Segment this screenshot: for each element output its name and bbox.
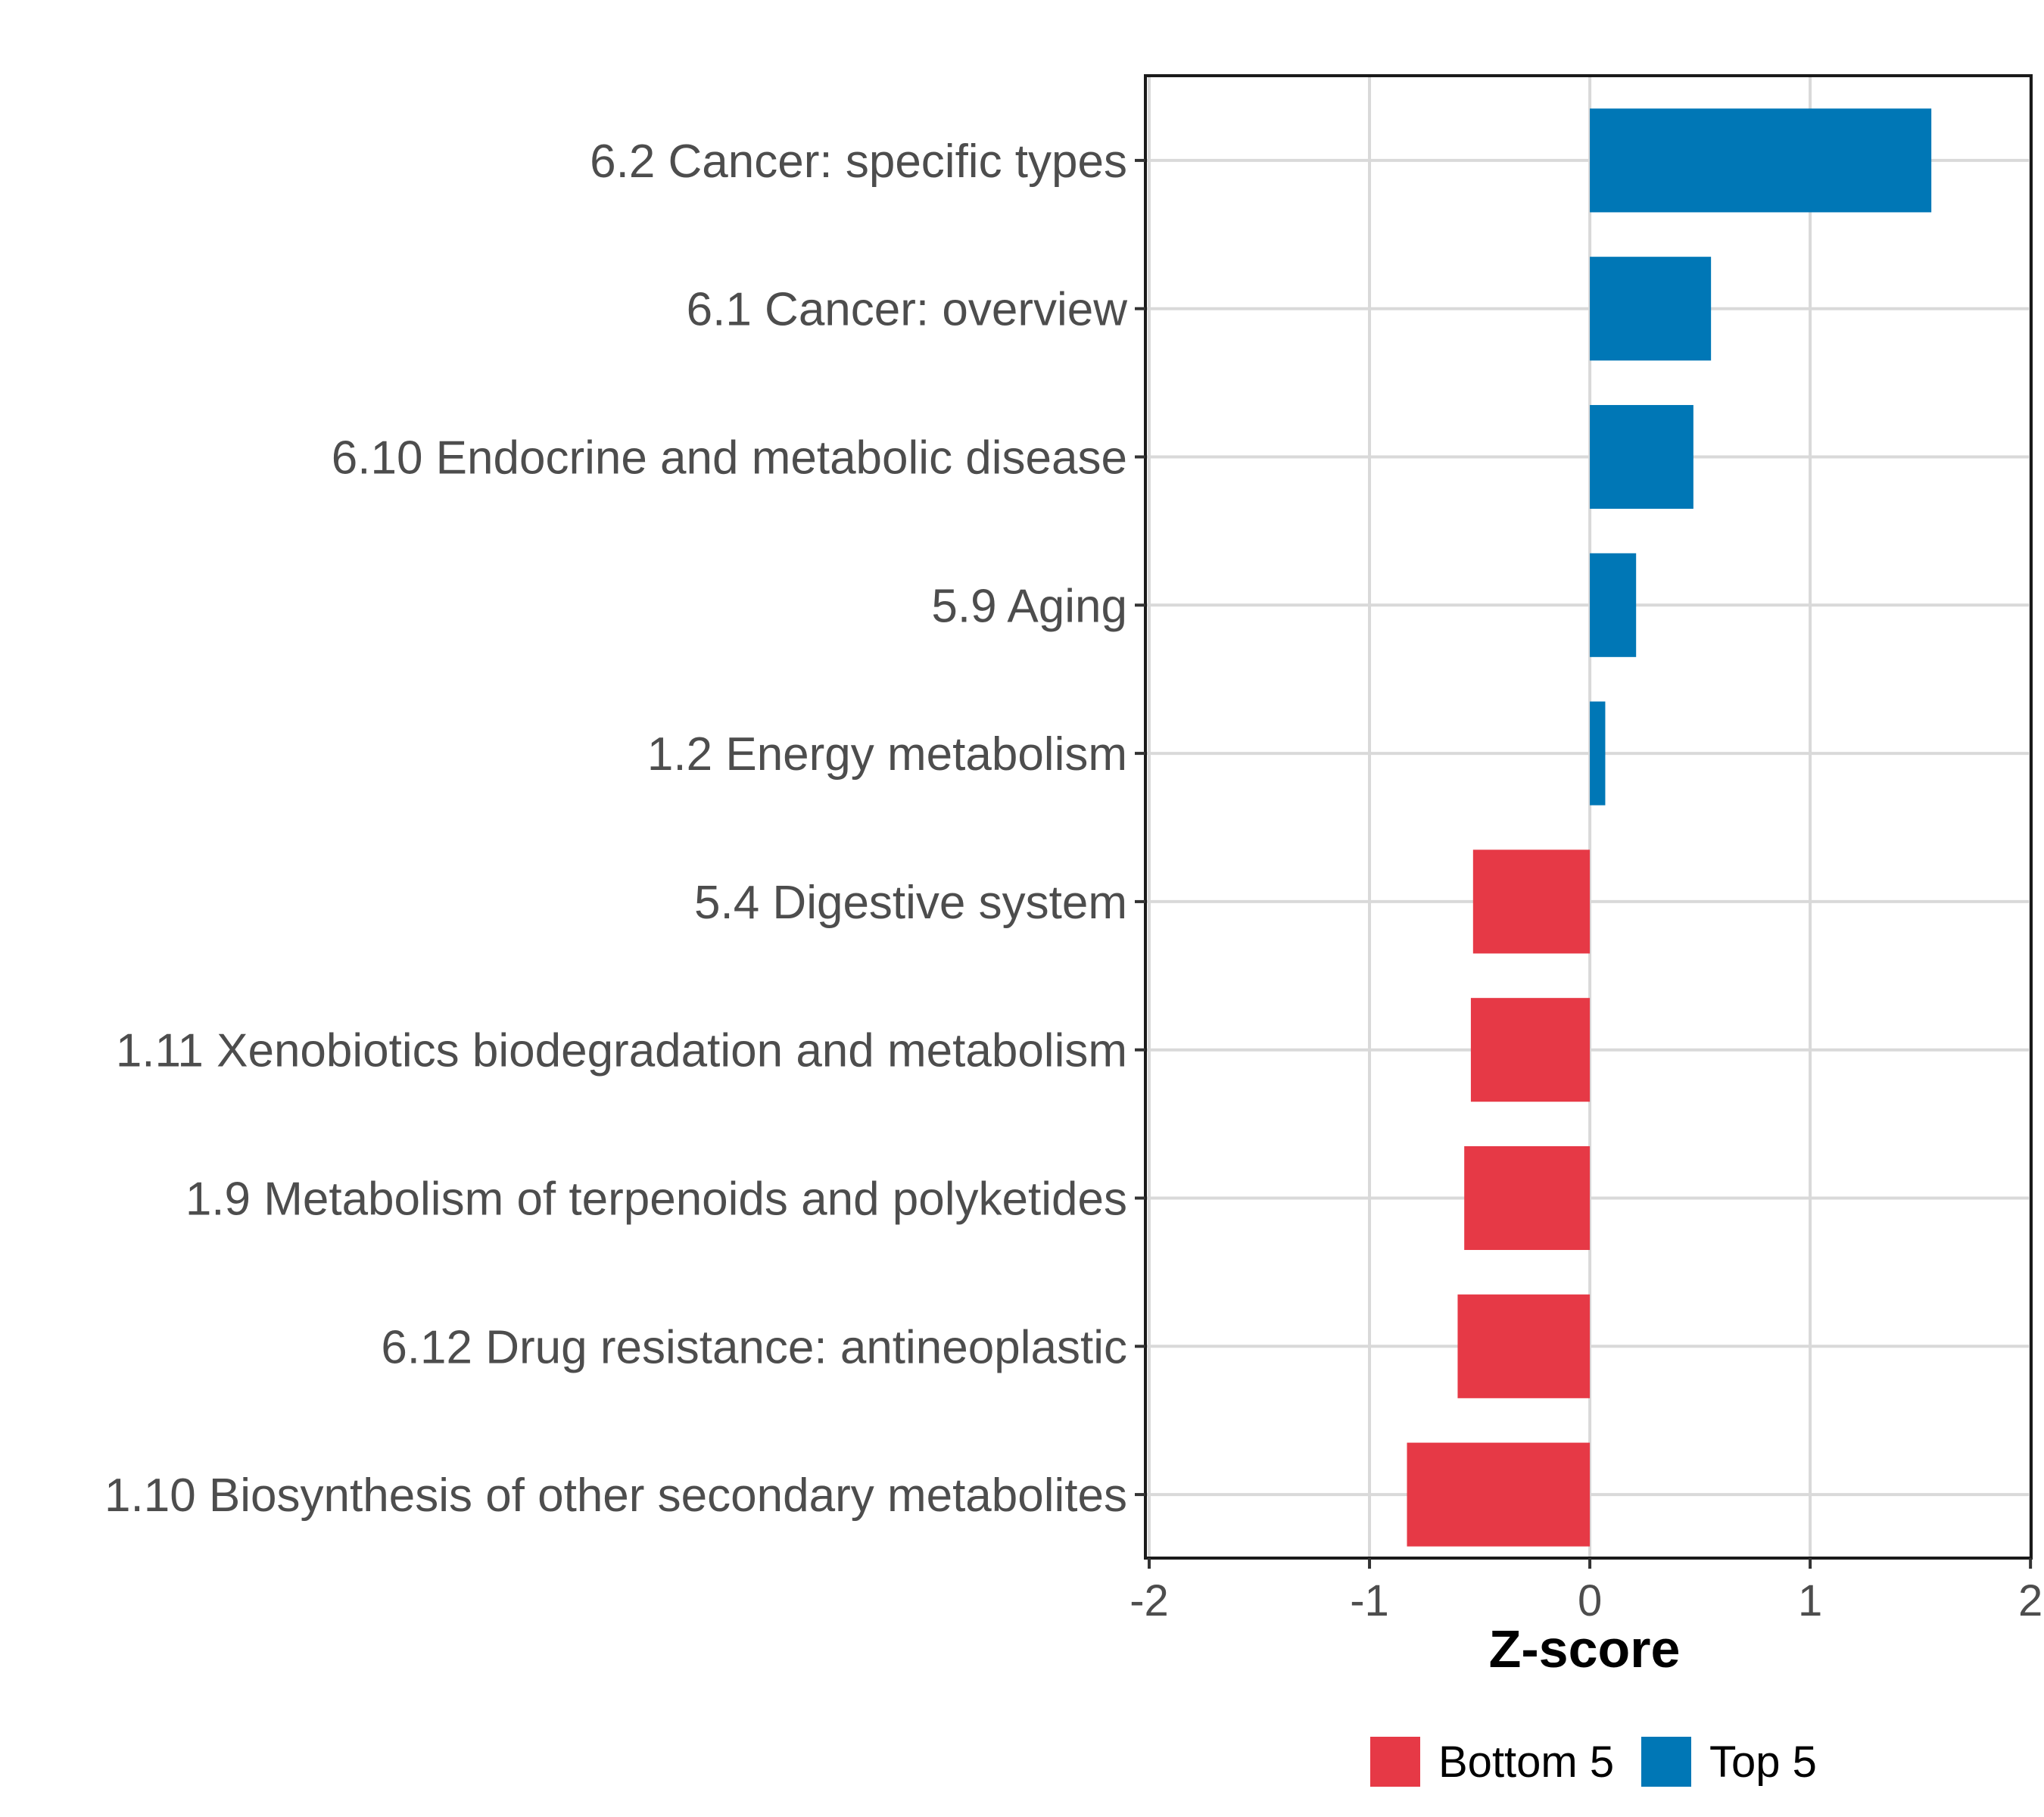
bar-8 — [1457, 1294, 1591, 1398]
legend-label-0: Bottom 5 — [1438, 1738, 1614, 1787]
legend-swatch-0 — [1370, 1737, 1420, 1787]
x-tick-label-1: -1 — [1350, 1576, 1389, 1625]
legend: Bottom 5 Top 5 — [1370, 1737, 1817, 1787]
legend-label-1: Top 5 — [1709, 1738, 1817, 1787]
legend-swatch-1 — [1641, 1737, 1691, 1787]
y-axis-ticks: 6.2 Cancer: specific types 6.1 Cancer: ov… — [104, 136, 1145, 1522]
x-axis-title: Z-score — [1489, 1619, 1681, 1678]
plot-panel-border — [1144, 74, 2033, 1560]
bars — [1407, 108, 1932, 1547]
category-label-5: 5.4 Digestive system — [694, 877, 1127, 929]
category-label-2: 6.10 Endocrine and metabolic disease — [332, 432, 1127, 485]
bar-4 — [1590, 701, 1606, 806]
bar-5 — [1472, 849, 1591, 954]
bar-9 — [1407, 1442, 1591, 1547]
category-label-9: 1.10 Biosynthesis of other secondary met… — [104, 1469, 1127, 1522]
bar-7 — [1464, 1145, 1591, 1251]
category-label-4: 1.2 Energy metabolism — [647, 728, 1127, 781]
category-label-8: 6.12 Drug resistance: antineoplastic — [381, 1321, 1127, 1373]
category-label-1: 6.1 Cancer: overview — [687, 284, 1128, 336]
category-label-3: 5.9 Aging — [931, 580, 1127, 632]
category-label-7: 1.9 Metabolism of terpenoids and polyket… — [185, 1173, 1127, 1226]
bar-0 — [1590, 108, 1932, 213]
bar-3 — [1590, 553, 1637, 657]
x-tick-label-4: 2 — [2018, 1576, 2042, 1625]
x-axis-ticks: -2 -1 0 1 2 — [1129, 1558, 2042, 1625]
x-tick-label-2: 0 — [1578, 1576, 1602, 1625]
bar-1 — [1590, 257, 1712, 361]
category-label-0: 6.2 Cancer: specific types — [590, 136, 1127, 188]
category-label-6: 1.11 Xenobiotics biodegradation and meta… — [116, 1025, 1127, 1077]
bar-2 — [1590, 404, 1693, 510]
bar-6 — [1470, 998, 1591, 1102]
x-tick-label-3: 1 — [1798, 1576, 1822, 1625]
x-tick-label-0: -2 — [1129, 1576, 1169, 1625]
